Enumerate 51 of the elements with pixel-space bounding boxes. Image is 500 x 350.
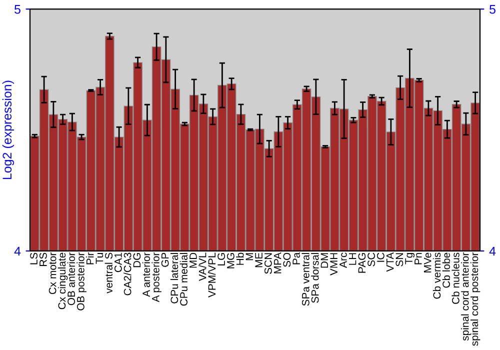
x-tick-label: Cx motor [48, 252, 56, 294]
x-tick-label: VA/VL [198, 252, 206, 282]
x-tick-label: Hb [236, 252, 244, 265]
x-tick-label: VMH [330, 253, 338, 276]
x-tick-label: CPu lateral [170, 253, 178, 304]
x-tick-label: A posterior [152, 252, 162, 302]
x-tick-label: Tu [96, 253, 104, 264]
x-tick-label: CPu medial [180, 253, 188, 306]
x-tick-label: CA1 [114, 252, 122, 272]
x-tick-label: Cb nucleus [452, 252, 460, 304]
y2-tick-label: 5 [490, 5, 496, 14]
y-axis-title: Log2 (expression) [2, 80, 14, 180]
x-tick-label: CA2/CA3 [124, 252, 132, 296]
x-tick-label: RS [39, 252, 47, 266]
x-tick-label: SC [368, 252, 375, 266]
x-tick-label: Tg [405, 253, 415, 264]
x-tick-label: LS [30, 252, 38, 264]
x-tick-label: SCN [264, 253, 272, 274]
x-tick-label: LH [348, 253, 356, 265]
x-tick-label: MG [226, 253, 234, 268]
x-tick-label: ventral S [104, 252, 112, 294]
x-tick-label: PAG [358, 253, 366, 273]
x-tick-label: GP [161, 252, 169, 267]
y2-tick-label: 4 [489, 246, 496, 256]
x-tick-label: ME [255, 252, 262, 268]
x-tick-label: LG [218, 253, 225, 266]
x-tick-label: DG [133, 253, 141, 268]
x-tick-label: IC [376, 252, 384, 262]
x-tick-label: Pn [414, 253, 422, 264]
x-tick-label: Cb vermis [432, 252, 441, 299]
x-tick-label: OB posterior [76, 252, 86, 310]
x-tick-label: spinal cord anterior [461, 252, 471, 341]
x-tick-label: VPM/VPL [208, 252, 216, 298]
x-tick-label: M [246, 253, 254, 260]
x-tick-label: VTA [386, 252, 394, 272]
x-tick-label: DM [320, 253, 328, 268]
x-tick-label: A anterior [142, 252, 150, 297]
x-tick-label: SPa dorsal [311, 253, 319, 303]
x-tick-label: Cx cingulate [58, 252, 68, 310]
x-tick-label: Cb lobe [442, 252, 450, 288]
x-tick-label: SN [396, 253, 404, 266]
x-tick-label: Pir [86, 252, 94, 264]
x-tick-label: MPA [274, 252, 282, 274]
x-tick-label: spinal cord posterior [470, 252, 480, 346]
x-tick-label: SPa ventral [302, 253, 310, 306]
x-tick-label: MD [190, 252, 197, 268]
x-tick-label: Pa [292, 252, 300, 264]
x-tick-label: MVe [424, 252, 432, 272]
x-tick-label: SO [283, 252, 291, 267]
x-tick-label: OB anterior [67, 252, 75, 306]
x-tick-label: Arc [340, 252, 347, 268]
